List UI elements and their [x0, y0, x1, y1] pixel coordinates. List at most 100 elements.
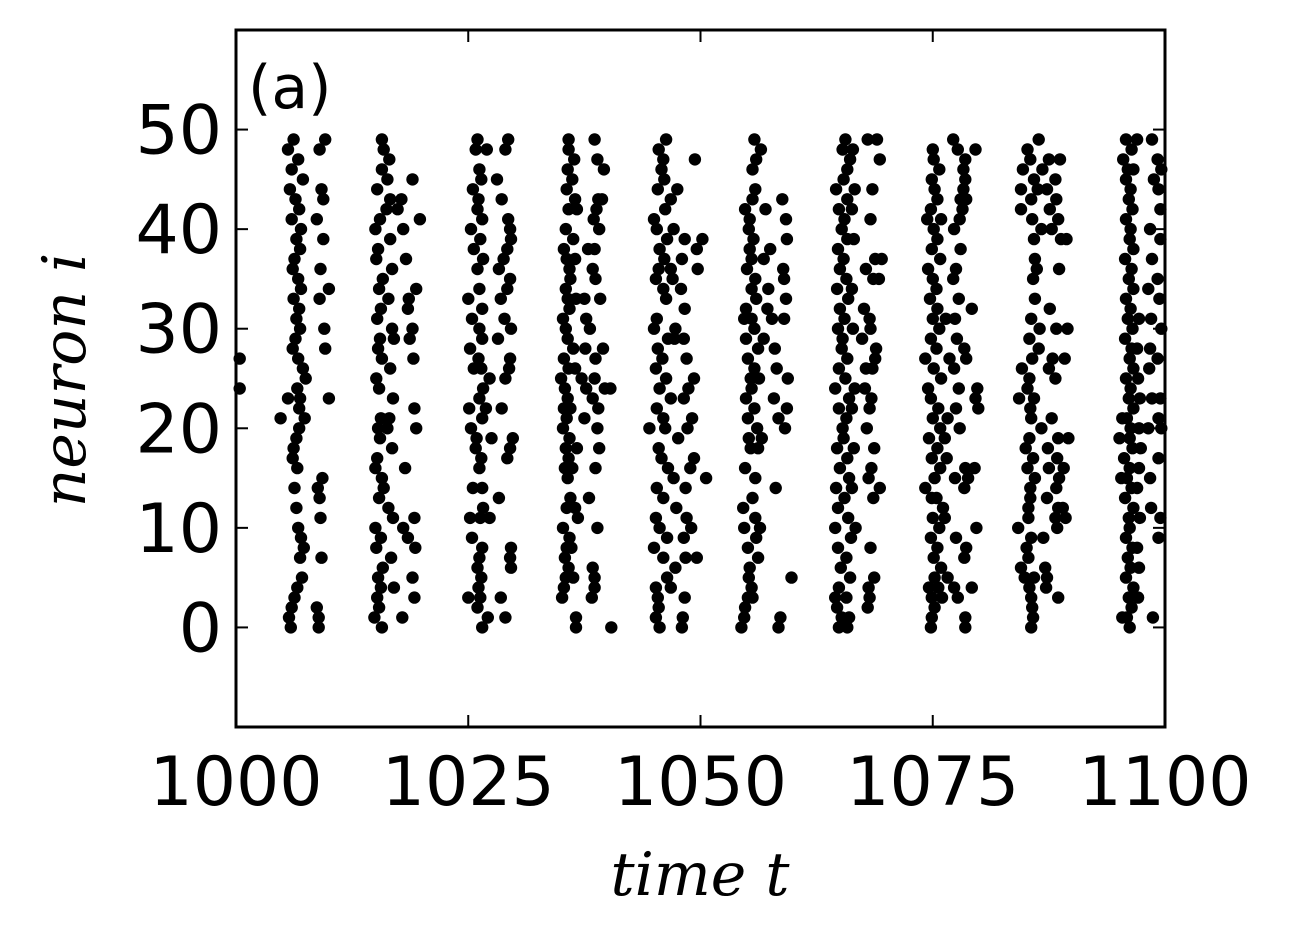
spike-point	[928, 471, 941, 485]
spike-point	[462, 591, 475, 604]
spike-point	[1052, 262, 1066, 276]
spike-point	[690, 242, 703, 256]
spike-point	[475, 452, 488, 465]
spike-point	[845, 203, 859, 216]
spike-point	[1133, 511, 1147, 525]
spike-point	[667, 222, 680, 236]
spike-point	[476, 252, 490, 266]
spike-point	[742, 432, 755, 445]
spike-point	[751, 422, 764, 435]
spike-point	[737, 501, 750, 515]
spike-point	[653, 521, 666, 535]
spike-point	[374, 581, 388, 594]
spike-point	[934, 213, 948, 226]
spike-point	[757, 332, 770, 345]
spike-point	[868, 571, 881, 584]
spike-point	[1027, 173, 1041, 186]
spike-point	[857, 302, 871, 315]
spike-point	[926, 143, 939, 156]
spike-point	[1058, 352, 1071, 365]
spike-point	[1123, 432, 1136, 445]
spike-point	[848, 382, 861, 395]
spike-point	[371, 183, 384, 196]
spike-point	[849, 521, 862, 535]
spike-point	[753, 521, 767, 535]
spike-point	[370, 541, 383, 554]
spike-point	[1056, 501, 1070, 515]
spike-point	[1145, 252, 1159, 266]
spike-point	[844, 531, 858, 544]
x-tick-label: 1075	[846, 743, 1019, 822]
spike-point	[383, 153, 396, 166]
spike-point	[1039, 581, 1053, 594]
spike-point	[557, 581, 571, 594]
spike-point	[1124, 183, 1137, 196]
spike-point	[660, 571, 674, 584]
spike-point	[563, 302, 576, 315]
spike-point	[1120, 611, 1134, 624]
spike-point	[1122, 193, 1136, 206]
spike-point	[947, 581, 961, 594]
spike-point	[862, 581, 875, 594]
spike-point	[1118, 252, 1132, 266]
spike-point	[934, 422, 947, 435]
spike-point	[768, 342, 781, 355]
spike-point	[316, 471, 329, 485]
spike-point	[862, 471, 875, 485]
x-tick-label: 1025	[382, 743, 555, 822]
spike-point	[409, 541, 422, 554]
spike-point	[1120, 412, 1134, 425]
spike-point	[288, 252, 301, 266]
spike-point	[846, 143, 860, 156]
spike-point	[748, 402, 761, 415]
spike-point	[375, 163, 389, 176]
spike-point	[1059, 511, 1072, 525]
spike-point	[680, 352, 693, 365]
spike-point	[1032, 133, 1045, 146]
spike-point	[313, 143, 326, 156]
spike-point	[397, 521, 410, 535]
spike-point	[1124, 382, 1137, 395]
spike-point	[685, 521, 698, 535]
spike-point	[688, 153, 702, 166]
spike-point	[590, 203, 603, 216]
spike-point	[924, 332, 938, 345]
spike-point	[750, 531, 763, 544]
spike-point	[681, 422, 694, 435]
spike-point	[1025, 591, 1038, 604]
spike-point	[841, 193, 854, 206]
spike-point	[925, 591, 938, 604]
spike-point	[919, 352, 932, 365]
spike-point	[1057, 461, 1070, 475]
spike-point	[373, 332, 387, 345]
spike-point	[1022, 511, 1035, 525]
spike-point	[669, 561, 682, 574]
spike-point	[312, 621, 325, 634]
spike-point	[1119, 213, 1133, 226]
spike-point	[865, 392, 878, 405]
spike-point	[1142, 282, 1155, 296]
spike-point	[680, 511, 693, 525]
spike-point	[755, 432, 768, 445]
spike-point	[501, 242, 514, 256]
spike-point	[1119, 531, 1133, 544]
spike-point	[842, 392, 856, 405]
spike-point	[924, 531, 938, 544]
spike-point	[1050, 322, 1063, 335]
spike-point	[926, 511, 939, 525]
spike-point	[956, 203, 969, 216]
spike-point	[643, 422, 656, 435]
spike-point	[1152, 531, 1165, 544]
spike-point	[1040, 571, 1054, 584]
spike-point	[1027, 232, 1041, 246]
spike-point	[873, 153, 886, 166]
spike-point	[287, 442, 300, 455]
spike-point	[933, 322, 946, 335]
spike-point	[596, 342, 610, 355]
spike-point	[829, 382, 842, 395]
spike-point	[492, 262, 506, 276]
spike-point	[472, 352, 485, 365]
spike-point	[961, 471, 975, 485]
spike-point	[568, 501, 582, 515]
spike-point	[833, 302, 847, 315]
